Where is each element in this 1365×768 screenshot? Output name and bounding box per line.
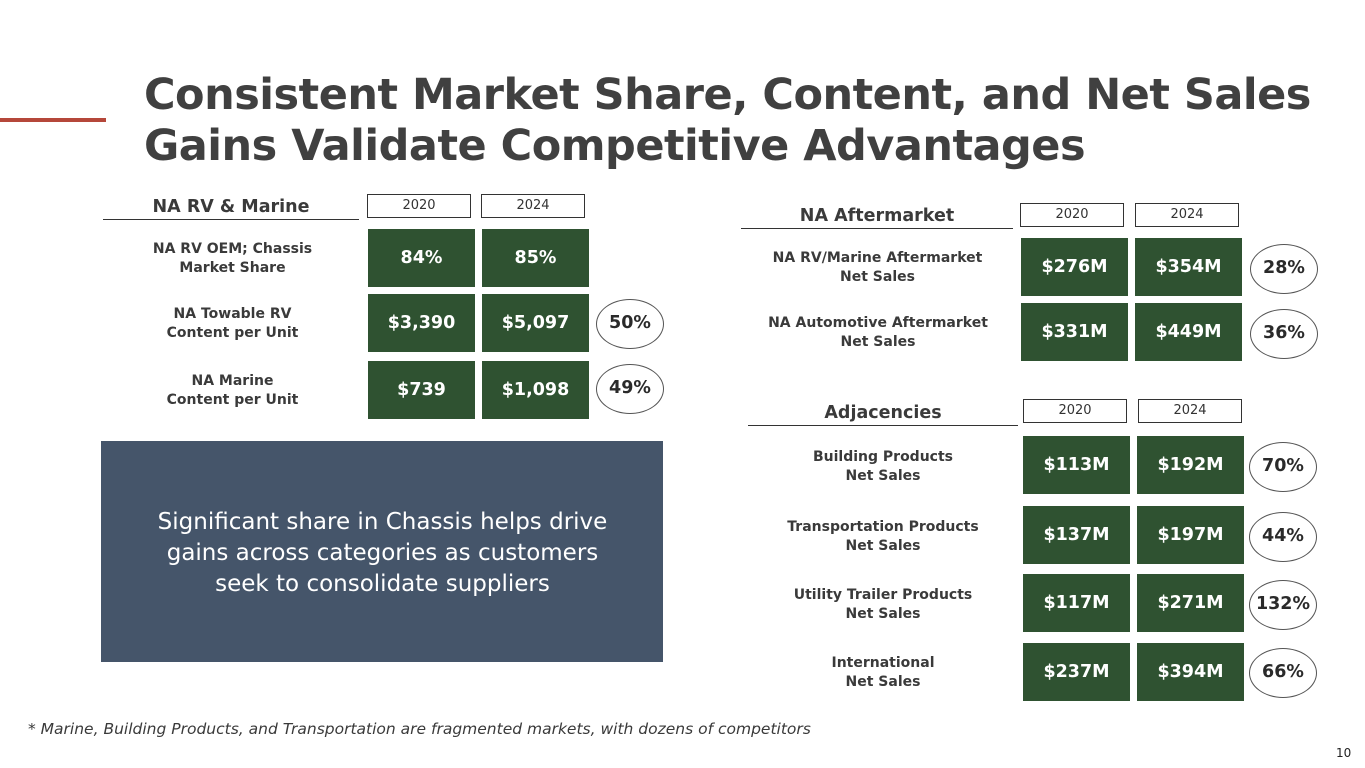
value-2024: 85% [482, 229, 589, 287]
growth-badge: 28% [1250, 244, 1318, 294]
year-header-2020: 2020 [1020, 203, 1124, 227]
value-2024: $192M [1137, 436, 1244, 494]
growth-badge: 44% [1249, 512, 1317, 562]
row-label: Utility Trailer Products Net Sales [793, 587, 973, 622]
value-2024: $5,097 [482, 294, 589, 352]
growth-badge: 66% [1249, 648, 1317, 698]
value-2020: $117M [1023, 574, 1130, 632]
title-accent-line [0, 118, 106, 122]
value-2020: $3,390 [368, 294, 475, 352]
value-2020: $137M [1023, 506, 1130, 564]
value-2024: $1,098 [482, 361, 589, 419]
row-label: International Net Sales [831, 655, 935, 690]
section-heading-aftermarket: NA Aftermarket [741, 205, 1013, 229]
growth-badge: 50% [596, 299, 664, 349]
section-heading-adjacencies: Adjacencies [748, 402, 1018, 426]
year-header-2020: 2020 [367, 194, 471, 218]
value-2024: $449M [1135, 303, 1242, 361]
row-label: NA Automotive Aftermarket Net Sales [768, 315, 988, 350]
page-number: 10 [1336, 746, 1352, 760]
row-label: NA Towable RV Content per Unit [166, 306, 299, 341]
growth-badge: 70% [1249, 442, 1317, 492]
year-header-2020: 2020 [1023, 399, 1127, 423]
value-2020: $331M [1021, 303, 1128, 361]
year-header-2024: 2024 [1135, 203, 1239, 227]
value-2024: $354M [1135, 238, 1242, 296]
growth-badge: 49% [596, 364, 664, 414]
value-2024: $197M [1137, 506, 1244, 564]
value-2020: $276M [1021, 238, 1128, 296]
row-label: Transportation Products Net Sales [787, 519, 979, 554]
row-label: NA RV OEM; Chassis Market Share [152, 241, 313, 276]
value-2020: $739 [368, 361, 475, 419]
callout-box [101, 441, 663, 662]
footnote: * Marine, Building Products, and Transpo… [28, 720, 811, 738]
slide-title: Consistent Market Share, Content, and Ne… [144, 70, 1324, 172]
row-label: NA Marine Content per Unit [166, 373, 299, 408]
row-label: NA RV/Marine Aftermarket Net Sales [772, 250, 983, 285]
value-2024: $271M [1137, 574, 1244, 632]
callout-text: Significant share in Chassis helps drive… [157, 509, 608, 597]
section-heading-rv-marine: NA RV & Marine [103, 196, 359, 220]
growth-badge: 36% [1250, 309, 1318, 359]
growth-badge: 132% [1249, 580, 1317, 630]
slide-title-line-1: Consistent Market Share, Content, and Ne… [144, 70, 1311, 120]
value-2020: $113M [1023, 436, 1130, 494]
year-header-2024: 2024 [481, 194, 585, 218]
value-2024: $394M [1137, 643, 1244, 701]
value-2020: $237M [1023, 643, 1130, 701]
slide-title-line-2: Gains Validate Competitive Advantages [144, 121, 1086, 171]
year-header-2024: 2024 [1138, 399, 1242, 423]
row-label: Building Products Net Sales [812, 449, 953, 484]
value-2020: 84% [368, 229, 475, 287]
